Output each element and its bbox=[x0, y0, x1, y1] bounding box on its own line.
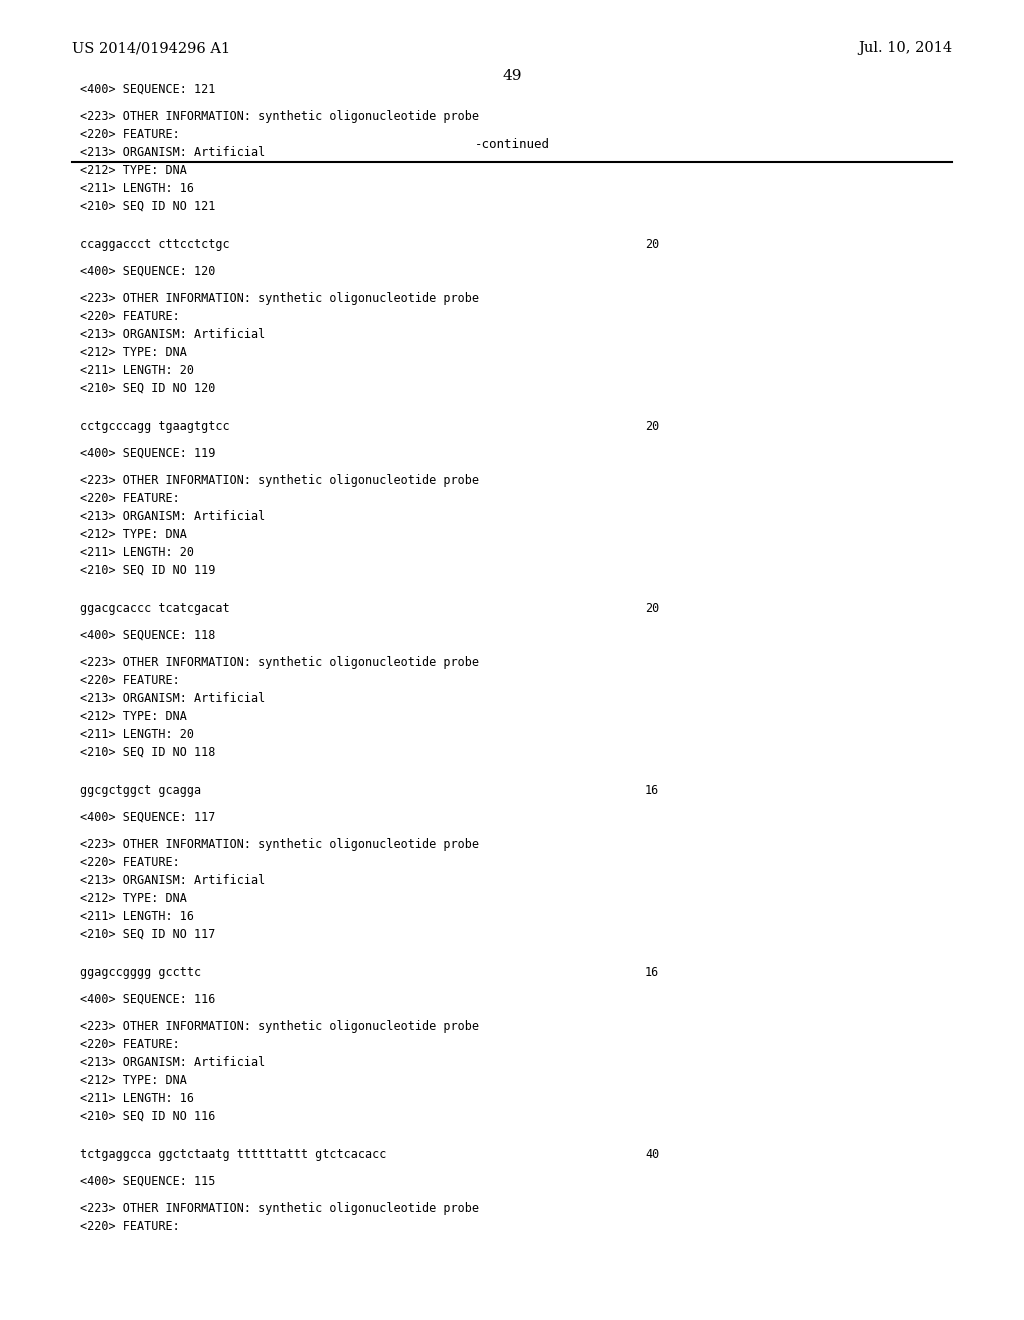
Text: <220> FEATURE:: <220> FEATURE: bbox=[80, 128, 180, 141]
Text: 16: 16 bbox=[645, 784, 659, 797]
Text: <220> FEATURE:: <220> FEATURE: bbox=[80, 855, 180, 869]
Text: 40: 40 bbox=[645, 1148, 659, 1162]
Text: US 2014/0194296 A1: US 2014/0194296 A1 bbox=[72, 41, 230, 55]
Text: <211> LENGTH: 20: <211> LENGTH: 20 bbox=[80, 729, 194, 741]
Text: <210> SEQ ID NO 116: <210> SEQ ID NO 116 bbox=[80, 1110, 215, 1123]
Text: Jul. 10, 2014: Jul. 10, 2014 bbox=[858, 41, 952, 55]
Text: <211> LENGTH: 20: <211> LENGTH: 20 bbox=[80, 546, 194, 558]
Text: <213> ORGANISM: Artificial: <213> ORGANISM: Artificial bbox=[80, 874, 265, 887]
Text: <212> TYPE: DNA: <212> TYPE: DNA bbox=[80, 528, 186, 541]
Text: -continued: -continued bbox=[474, 139, 550, 150]
Text: <220> FEATURE:: <220> FEATURE: bbox=[80, 492, 180, 506]
Text: <223> OTHER INFORMATION: synthetic oligonucleotide probe: <223> OTHER INFORMATION: synthetic oligo… bbox=[80, 110, 479, 123]
Text: <223> OTHER INFORMATION: synthetic oligonucleotide probe: <223> OTHER INFORMATION: synthetic oligo… bbox=[80, 656, 479, 669]
Text: 49: 49 bbox=[502, 69, 522, 83]
Text: <400> SEQUENCE: 118: <400> SEQUENCE: 118 bbox=[80, 630, 215, 642]
Text: <400> SEQUENCE: 121: <400> SEQUENCE: 121 bbox=[80, 83, 215, 96]
Text: <223> OTHER INFORMATION: synthetic oligonucleotide probe: <223> OTHER INFORMATION: synthetic oligo… bbox=[80, 838, 479, 851]
Text: <220> FEATURE:: <220> FEATURE: bbox=[80, 1038, 180, 1051]
Text: <210> SEQ ID NO 117: <210> SEQ ID NO 117 bbox=[80, 928, 215, 941]
Text: <400> SEQUENCE: 117: <400> SEQUENCE: 117 bbox=[80, 810, 215, 824]
Text: 20: 20 bbox=[645, 602, 659, 615]
Text: <212> TYPE: DNA: <212> TYPE: DNA bbox=[80, 164, 186, 177]
Text: <211> LENGTH: 16: <211> LENGTH: 16 bbox=[80, 182, 194, 195]
Text: <211> LENGTH: 16: <211> LENGTH: 16 bbox=[80, 909, 194, 923]
Text: <210> SEQ ID NO 118: <210> SEQ ID NO 118 bbox=[80, 746, 215, 759]
Text: <210> SEQ ID NO 119: <210> SEQ ID NO 119 bbox=[80, 564, 215, 577]
Text: 16: 16 bbox=[645, 966, 659, 979]
Text: <212> TYPE: DNA: <212> TYPE: DNA bbox=[80, 710, 186, 723]
Text: <210> SEQ ID NO 121: <210> SEQ ID NO 121 bbox=[80, 201, 215, 213]
Text: <211> LENGTH: 20: <211> LENGTH: 20 bbox=[80, 364, 194, 378]
Text: <213> ORGANISM: Artificial: <213> ORGANISM: Artificial bbox=[80, 510, 265, 523]
Text: <400> SEQUENCE: 115: <400> SEQUENCE: 115 bbox=[80, 1175, 215, 1188]
Text: ggacgcaccc tcatcgacat: ggacgcaccc tcatcgacat bbox=[80, 602, 229, 615]
Text: <223> OTHER INFORMATION: synthetic oligonucleotide probe: <223> OTHER INFORMATION: synthetic oligo… bbox=[80, 292, 479, 305]
Text: <400> SEQUENCE: 116: <400> SEQUENCE: 116 bbox=[80, 993, 215, 1006]
Text: 20: 20 bbox=[645, 238, 659, 251]
Text: <220> FEATURE:: <220> FEATURE: bbox=[80, 310, 180, 323]
Text: <220> FEATURE:: <220> FEATURE: bbox=[80, 1220, 180, 1233]
Text: <220> FEATURE:: <220> FEATURE: bbox=[80, 675, 180, 686]
Text: ccaggaccct cttcctctgc: ccaggaccct cttcctctgc bbox=[80, 238, 229, 251]
Text: ggcgctggct gcagga: ggcgctggct gcagga bbox=[80, 784, 201, 797]
Text: <211> LENGTH: 16: <211> LENGTH: 16 bbox=[80, 1092, 194, 1105]
Text: <212> TYPE: DNA: <212> TYPE: DNA bbox=[80, 346, 186, 359]
Text: <210> SEQ ID NO 120: <210> SEQ ID NO 120 bbox=[80, 381, 215, 395]
Text: <212> TYPE: DNA: <212> TYPE: DNA bbox=[80, 1074, 186, 1086]
Text: ggagccgggg gccttc: ggagccgggg gccttc bbox=[80, 966, 201, 979]
Text: 20: 20 bbox=[645, 420, 659, 433]
Text: <212> TYPE: DNA: <212> TYPE: DNA bbox=[80, 892, 186, 906]
Text: cctgcccagg tgaagtgtcc: cctgcccagg tgaagtgtcc bbox=[80, 420, 229, 433]
Text: <223> OTHER INFORMATION: synthetic oligonucleotide probe: <223> OTHER INFORMATION: synthetic oligo… bbox=[80, 1203, 479, 1214]
Text: <400> SEQUENCE: 120: <400> SEQUENCE: 120 bbox=[80, 265, 215, 279]
Text: <223> OTHER INFORMATION: synthetic oligonucleotide probe: <223> OTHER INFORMATION: synthetic oligo… bbox=[80, 1020, 479, 1034]
Text: tctgaggcca ggctctaatg ttttttattt gtctcacacc: tctgaggcca ggctctaatg ttttttattt gtctcac… bbox=[80, 1148, 386, 1162]
Text: <213> ORGANISM: Artificial: <213> ORGANISM: Artificial bbox=[80, 1056, 265, 1069]
Text: <213> ORGANISM: Artificial: <213> ORGANISM: Artificial bbox=[80, 327, 265, 341]
Text: <213> ORGANISM: Artificial: <213> ORGANISM: Artificial bbox=[80, 692, 265, 705]
Text: <223> OTHER INFORMATION: synthetic oligonucleotide probe: <223> OTHER INFORMATION: synthetic oligo… bbox=[80, 474, 479, 487]
Text: <213> ORGANISM: Artificial: <213> ORGANISM: Artificial bbox=[80, 147, 265, 158]
Text: <400> SEQUENCE: 119: <400> SEQUENCE: 119 bbox=[80, 447, 215, 459]
